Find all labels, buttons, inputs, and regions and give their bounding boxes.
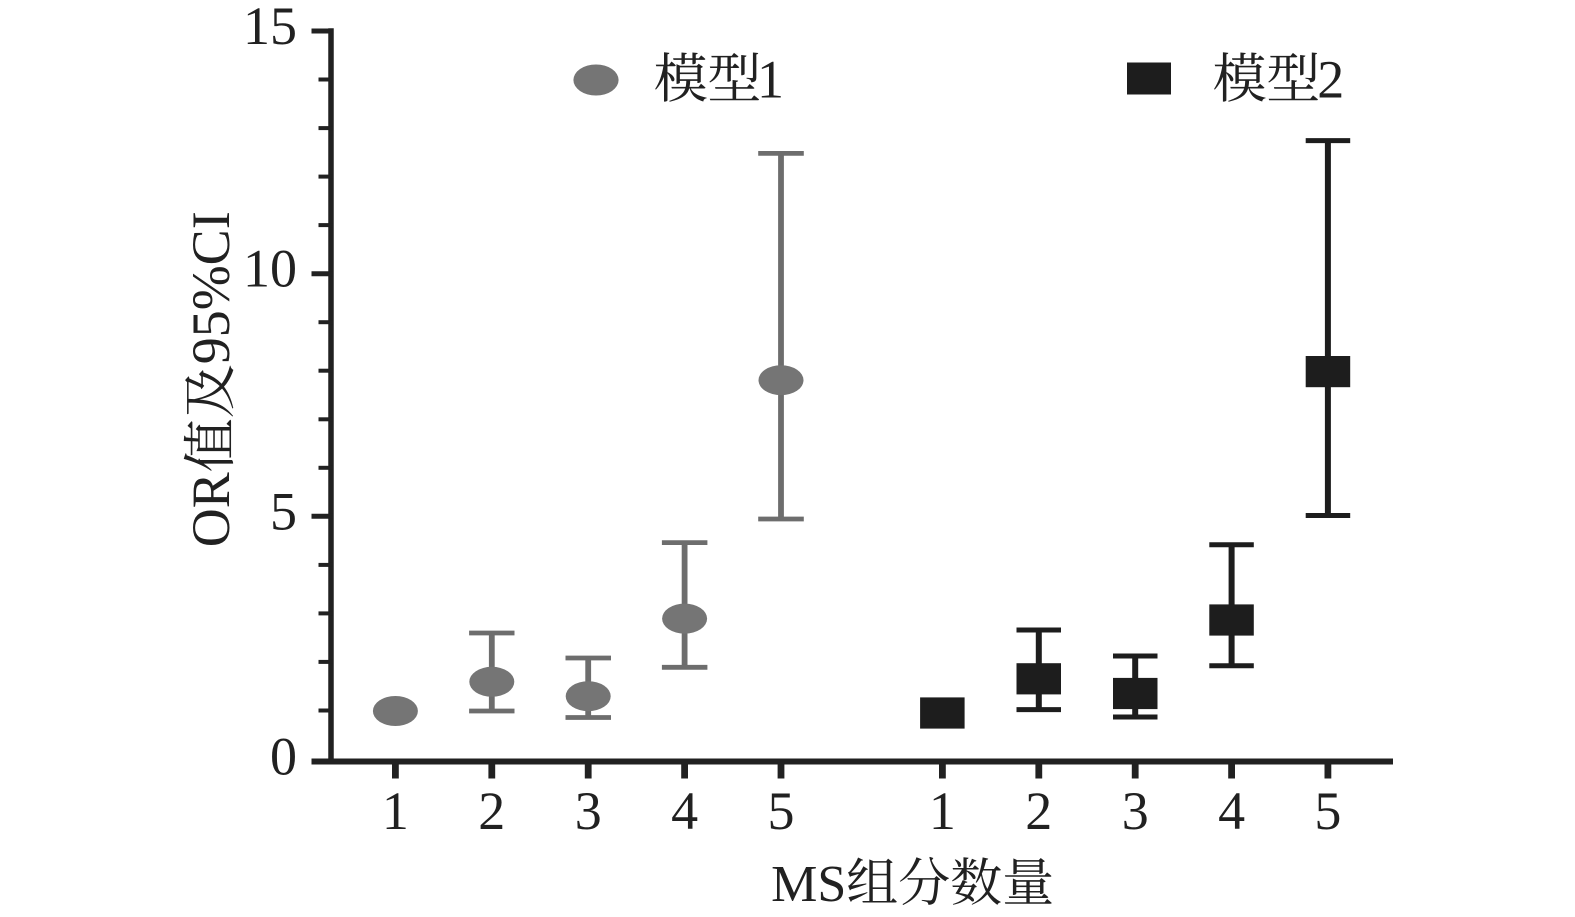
- svg-text:1: 1: [757, 50, 784, 110]
- svg-text:OR: OR: [181, 472, 241, 547]
- svg-text:15: 15: [243, 0, 297, 56]
- svg-text:1: 1: [382, 781, 409, 841]
- svg-text:10: 10: [243, 238, 297, 298]
- svg-text:3: 3: [575, 781, 602, 841]
- svg-text:1: 1: [929, 781, 956, 841]
- svg-text:MS: MS: [771, 856, 846, 913]
- svg-text:5: 5: [1314, 781, 1341, 841]
- svg-text:2: 2: [478, 781, 505, 841]
- svg-text:2: 2: [1317, 50, 1344, 110]
- svg-text:2: 2: [1025, 781, 1052, 841]
- svg-text:0: 0: [270, 727, 297, 787]
- svg-text:4: 4: [1218, 781, 1245, 841]
- svg-text:5: 5: [270, 481, 297, 541]
- svg-text:5: 5: [768, 781, 795, 841]
- svg-text:3: 3: [1122, 781, 1149, 841]
- svg-text:4: 4: [671, 781, 698, 841]
- svg-text:95%CI: 95%CI: [181, 211, 241, 364]
